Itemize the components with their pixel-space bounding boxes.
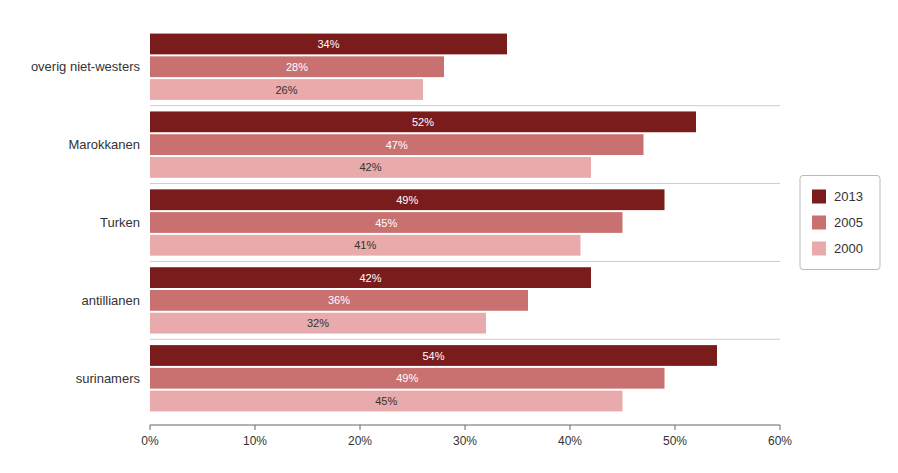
bar: [150, 189, 665, 210]
data-label: 34%: [317, 38, 339, 50]
legend-label: 2005: [834, 215, 863, 230]
x-tick-label: 30%: [453, 434, 477, 448]
x-tick: [360, 425, 361, 430]
x-tick-label: 20%: [348, 434, 372, 448]
chart-svg: 54% 42% 49% 52% 34% 49% 36% 45% 47% 28% 45% 32% 41% 4…: [0, 0, 898, 473]
data-label: 42%: [359, 161, 381, 173]
x-tick-label: 10%: [243, 434, 267, 448]
x-tick: [570, 425, 571, 430]
bar: [150, 368, 665, 389]
legend-swatch: [812, 216, 826, 230]
x-tick: [675, 425, 676, 430]
bar: [150, 391, 623, 412]
legend-frame: [800, 176, 880, 270]
bar: [150, 134, 644, 155]
x-tick: [150, 425, 151, 430]
x-tick-label: 0%: [141, 434, 159, 448]
group-separator: [150, 183, 780, 184]
bar: [150, 111, 696, 132]
group-separator: [150, 339, 780, 340]
data-labels: 54% 42% 49% 52% 34% 49% 36% 45% 47% 28% 45% 32% 41% 4…: [275, 38, 444, 407]
legend-swatch: [812, 242, 826, 256]
bars: [150, 34, 717, 412]
category-label: Turken: [100, 215, 140, 230]
data-label: 26%: [275, 84, 297, 96]
bar: [150, 290, 528, 311]
data-label: 49%: [396, 194, 418, 206]
data-label: 28%: [286, 61, 308, 73]
category-label: overig niet-westers: [31, 59, 141, 74]
bar: [150, 34, 507, 55]
legend-label: 2000: [834, 241, 863, 256]
x-tick-label: 50%: [663, 434, 687, 448]
legend-swatch: [812, 190, 826, 204]
x-tick: [780, 425, 781, 430]
data-label: 32%: [307, 317, 329, 329]
group-separator: [150, 105, 780, 106]
category-label: surinamers: [76, 371, 141, 386]
data-label: 54%: [422, 350, 444, 362]
group-separator: [150, 261, 780, 262]
legend: 2013 2005 2000: [800, 176, 880, 270]
data-label: 42%: [359, 272, 381, 284]
x-tick: [465, 425, 466, 430]
bar: [150, 235, 581, 256]
x-tick-label: 60%: [768, 434, 792, 448]
bar: [150, 157, 591, 178]
bar: [150, 56, 444, 77]
data-label: 45%: [375, 217, 397, 229]
bar: [150, 79, 423, 100]
data-label: 41%: [354, 239, 376, 251]
data-label: 47%: [386, 139, 408, 151]
bar: [150, 267, 591, 288]
data-label: 45%: [375, 395, 397, 407]
chart-root: 54% 42% 49% 52% 34% 49% 36% 45% 47% 28% 45% 32% 41% 4…: [0, 0, 898, 473]
x-tick-label: 40%: [558, 434, 582, 448]
x-tick: [255, 425, 256, 430]
bar: [150, 313, 486, 334]
bar: [150, 212, 623, 233]
legend-label: 2013: [834, 189, 863, 204]
data-label: 49%: [396, 372, 418, 384]
data-label: 52%: [412, 116, 434, 128]
bar: [150, 345, 717, 366]
data-label: 36%: [328, 294, 350, 306]
category-label: Marokkanen: [68, 137, 140, 152]
category-label: antillianen: [81, 293, 140, 308]
